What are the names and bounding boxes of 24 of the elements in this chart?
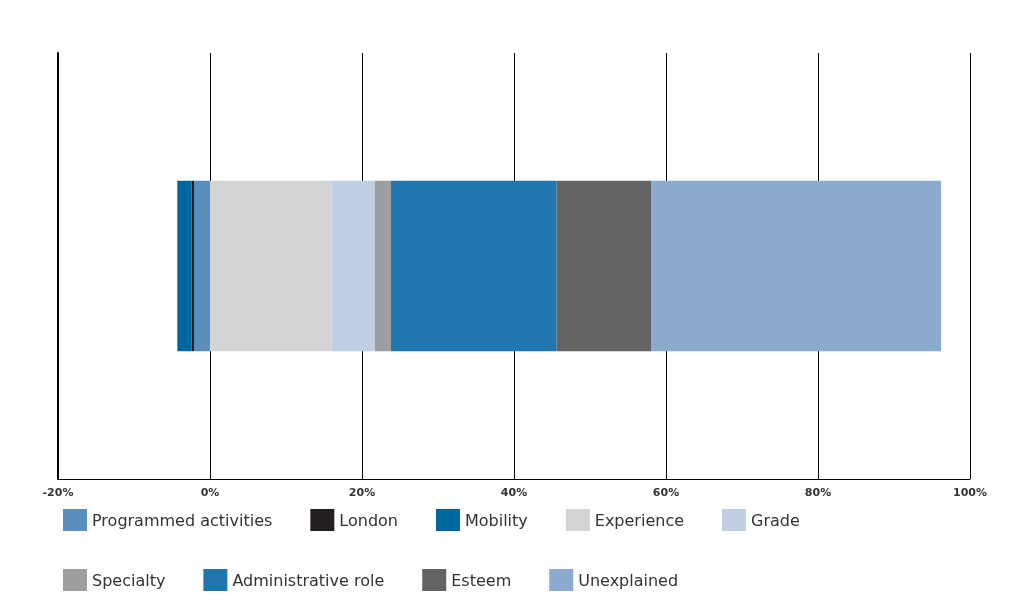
legend-label: Esteem [451, 570, 512, 590]
bar [331, 180, 375, 352]
legend-label: Administrative role [232, 570, 385, 590]
x-tick-label: 40% [500, 486, 528, 499]
x-tick-label: 0% [200, 486, 220, 499]
bar [390, 180, 557, 352]
x-tick-label: 100% [953, 486, 987, 499]
bar [210, 180, 332, 352]
legend-label: London [339, 510, 398, 530]
x-tick-label: 20% [348, 486, 376, 499]
legend-label: Grade [751, 510, 800, 530]
bar [556, 180, 652, 352]
x-tick-label: 80% [804, 486, 832, 499]
x-tick-label: -20% [42, 486, 74, 499]
x-tick-label: 60% [652, 486, 680, 499]
legend-label: Experience [594, 510, 685, 530]
legend-label: Specialty [92, 570, 166, 590]
bar [651, 180, 942, 352]
bar [374, 180, 391, 352]
bar [177, 180, 192, 352]
legend-label: Programmed activities [92, 510, 273, 530]
legend-label: Mobility [464, 510, 528, 530]
bar [194, 180, 210, 352]
legend-label: Unexplained [578, 570, 679, 590]
